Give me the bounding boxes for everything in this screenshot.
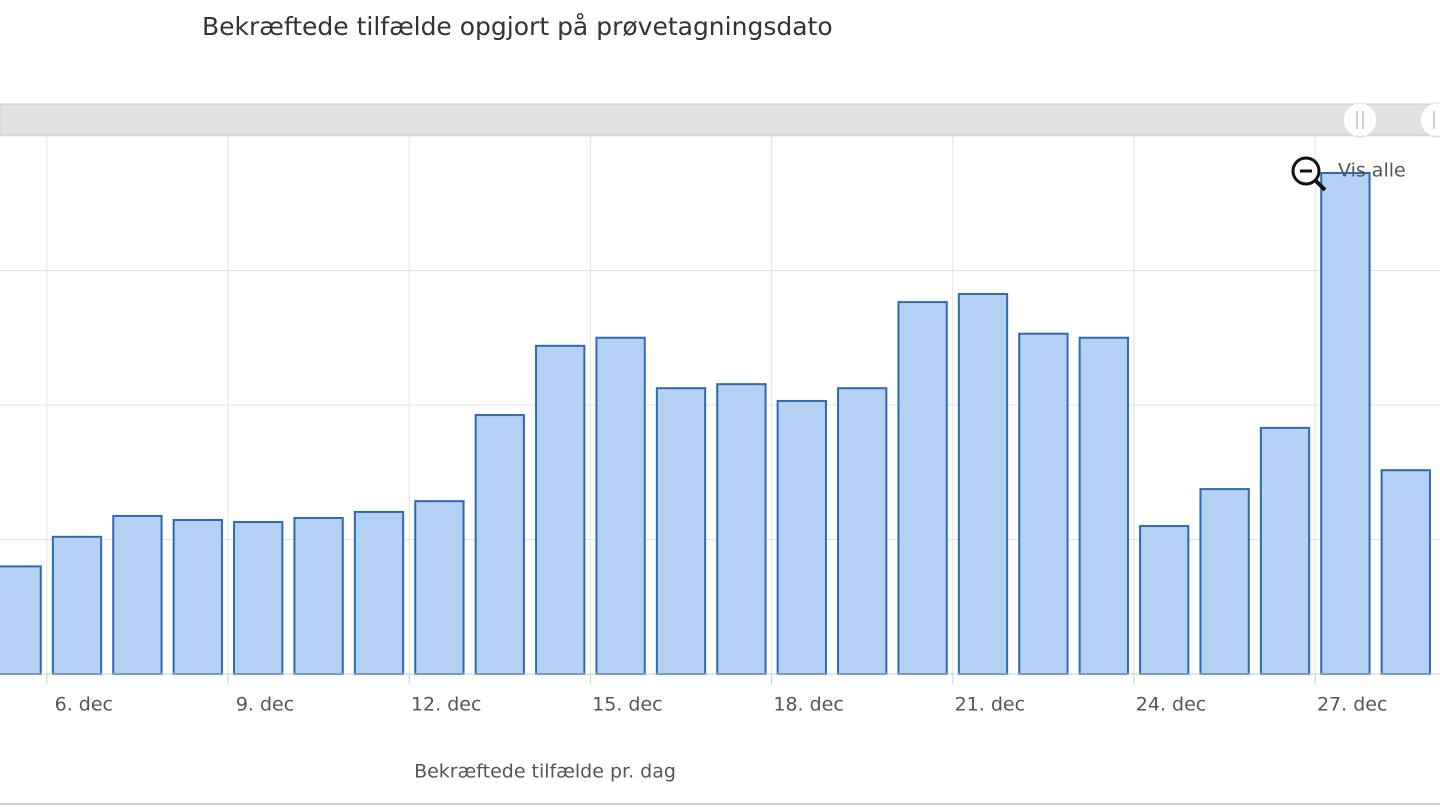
range-handle[interactable] — [1419, 102, 1440, 138]
x-tick-label: 12. dec — [411, 694, 481, 716]
x-tick-label: 6. dec — [55, 694, 113, 716]
bar — [112, 514, 163, 676]
plot-area: 6. dec 9. dec 12. dec 15. dec 18. dec 21. dec… — [0, 135, 1440, 716]
bar — [1259, 426, 1311, 675]
navigator[interactable] — [0, 102, 1440, 138]
bar — [535, 344, 586, 675]
x-tick-label: 18. dec — [773, 694, 843, 716]
bar — [655, 387, 707, 675]
x-tick-label: 15. dec — [592, 694, 662, 716]
bar — [1199, 488, 1250, 675]
bar — [1018, 332, 1069, 675]
bar — [233, 521, 284, 676]
bar — [1380, 469, 1431, 676]
reset-zoom[interactable]: Vis alle — [1291, 156, 1406, 192]
x-axis-title: Bekræftede tilfælde pr. dag — [414, 761, 676, 783]
bar — [595, 336, 646, 675]
bar — [51, 535, 103, 675]
zoom-icon-handle — [1313, 178, 1327, 192]
bar — [474, 414, 525, 675]
x-tick-label: 9. dec — [236, 694, 294, 716]
range-handle[interactable] — [1342, 102, 1378, 138]
bar — [293, 516, 344, 675]
x-tick-label: 27. dec — [1317, 694, 1387, 716]
bar — [897, 301, 948, 675]
chart-title: Bekræftede tilfælde opgjort på prøvetagn… — [202, 12, 833, 41]
reset-zoom-button[interactable]: Vis alle — [1338, 160, 1406, 182]
bar — [172, 518, 223, 675]
bar — [1139, 525, 1190, 675]
bar — [414, 500, 465, 676]
bar — [0, 565, 42, 676]
bar — [1078, 336, 1129, 675]
bar — [837, 387, 888, 675]
x-tick-label: 21. dec — [955, 694, 1025, 716]
bar — [776, 399, 827, 675]
bar — [1320, 171, 1371, 676]
bar — [957, 293, 1009, 675]
x-tick-label: 24. dec — [1136, 694, 1206, 716]
scrollbar-track[interactable] — [0, 103, 1440, 136]
bar — [353, 510, 405, 675]
bar — [716, 383, 767, 675]
